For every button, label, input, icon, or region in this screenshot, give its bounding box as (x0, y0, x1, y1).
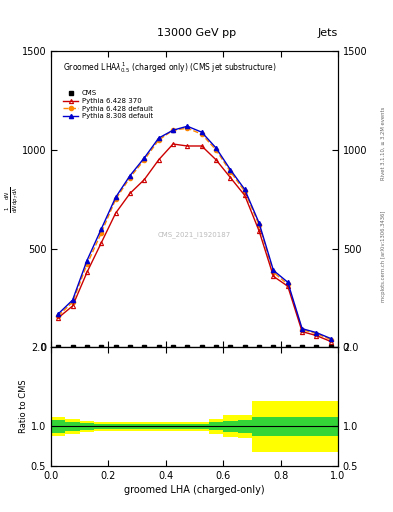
Text: Groomed LHA$\lambda^{1}_{0.5}$ (charged only) (CMS jet substructure): Groomed LHA$\lambda^{1}_{0.5}$ (charged … (62, 60, 276, 75)
Text: Jets: Jets (318, 28, 338, 38)
Legend: CMS, Pythia 6.428 370, Pythia 6.428 default, Pythia 8.308 default: CMS, Pythia 6.428 370, Pythia 6.428 defa… (63, 90, 153, 119)
Y-axis label: $\frac{1}{\mathrm{d}N}\frac{\mathrm{d}N}{\mathrm{d}p_T\,\mathrm{d}\lambda}$: $\frac{1}{\mathrm{d}N}\frac{\mathrm{d}N}… (3, 186, 20, 213)
Y-axis label: Ratio to CMS: Ratio to CMS (19, 380, 28, 434)
Text: Rivet 3.1.10, ≥ 3.2M events: Rivet 3.1.10, ≥ 3.2M events (381, 106, 386, 180)
Text: CMS_2021_I1920187: CMS_2021_I1920187 (158, 231, 231, 238)
X-axis label: groomed LHA (charged-only): groomed LHA (charged-only) (124, 485, 265, 495)
Text: 13000 GeV pp: 13000 GeV pp (157, 28, 236, 38)
Text: mcplots.cern.ch [arXiv:1306.3436]: mcplots.cern.ch [arXiv:1306.3436] (381, 210, 386, 302)
